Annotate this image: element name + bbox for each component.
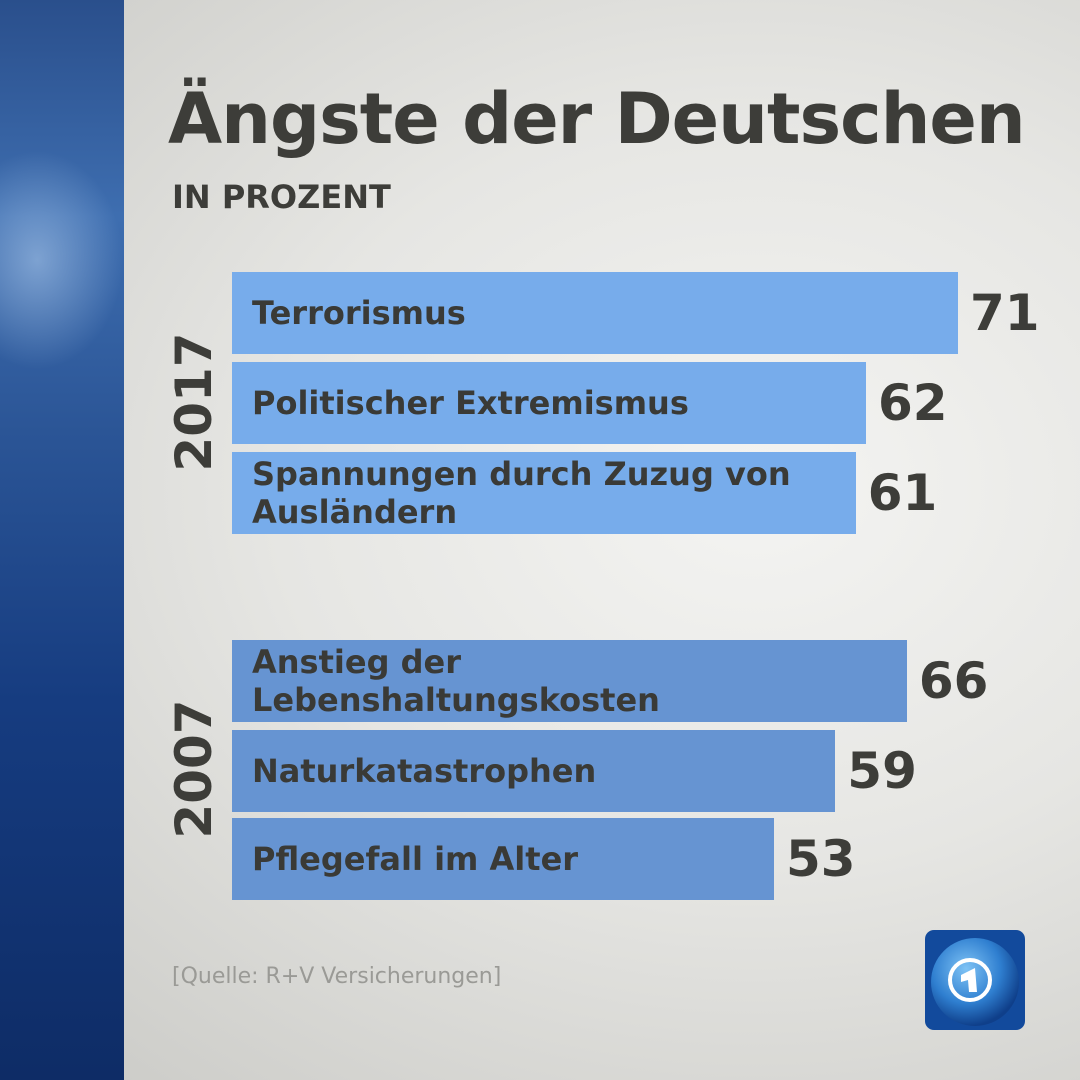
bar-label: Naturkatastrophen xyxy=(252,752,597,790)
bar-label: Pflegefall im Alter xyxy=(252,840,579,878)
bar-label: Terrorismus xyxy=(252,294,466,332)
decorative-globe-strip xyxy=(0,0,124,1080)
bar: Spannungen durch Zuzug von Ausländern xyxy=(232,452,856,534)
bar-label: Anstieg der Lebenshaltungskosten xyxy=(252,643,660,719)
bar: Anstieg der Lebenshaltungskosten xyxy=(232,640,907,722)
ard-logo-icon xyxy=(925,930,1025,1030)
bar: Naturkatastrophen xyxy=(232,730,836,812)
value-label: 62 xyxy=(877,374,948,432)
value-label: 61 xyxy=(867,464,938,522)
source-note: [Quelle: R+V Versicherungen] xyxy=(172,964,502,989)
bar: Politischer Extremismus xyxy=(232,362,866,444)
bar-label: Spannungen durch Zuzug von Ausländern xyxy=(252,455,791,531)
bar: Terrorismus xyxy=(232,272,958,354)
value-label: 59 xyxy=(847,742,917,800)
bar: Pflegefall im Alter xyxy=(232,818,774,900)
chart-title: Ängste der Deutschen xyxy=(168,78,1026,160)
year-label-2007: 2007 xyxy=(165,699,223,839)
chart-subtitle: IN PROZENT xyxy=(172,178,391,216)
value-label: 53 xyxy=(785,830,856,888)
value-label: 66 xyxy=(918,652,989,710)
value-label: 71 xyxy=(970,284,1040,342)
bar-label: Politischer Extremismus xyxy=(252,384,689,422)
year-label-2017: 2017 xyxy=(165,332,223,472)
